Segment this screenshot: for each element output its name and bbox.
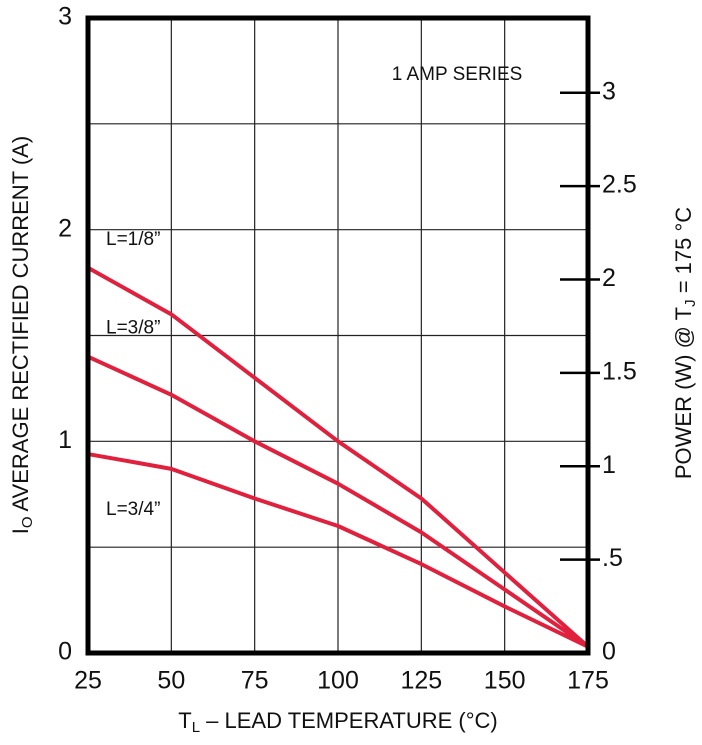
y-tick-label: 2 <box>58 214 72 242</box>
y-title-symbol: I <box>8 528 33 534</box>
x-tick-label: 25 <box>74 667 102 695</box>
y2-tick-label: 3 <box>602 77 616 105</box>
y2-tick-label: 2.5 <box>602 171 637 199</box>
y-tick-label: 3 <box>58 3 72 31</box>
plot-lines <box>87 266 590 649</box>
y2-title-text: = 175 °C <box>671 207 696 300</box>
y-title-text: AVERAGE RECTIFIED CURRENT (A) <box>8 136 33 517</box>
y2-tick-label: 1.5 <box>602 357 637 385</box>
annotation: 1 AMP SERIES <box>392 64 523 85</box>
series-line <box>87 452 589 649</box>
series-label: L=3/8” <box>106 318 160 339</box>
x-title-text: – LEAD TEMPERATURE (°C) <box>200 708 498 733</box>
x-tick-label: 75 <box>241 667 269 695</box>
y2-axis-title: POWER (W) @ TJ = 175 °C <box>671 207 699 479</box>
y-title-subscript: O <box>19 516 36 528</box>
y-axis-title: IO AVERAGE RECTIFIED CURRENT (A) <box>8 136 36 534</box>
series-line <box>87 354 590 649</box>
series-label: L=3/4” <box>106 499 160 520</box>
y2-tick-label: 1 <box>602 451 616 479</box>
plot-frame <box>85 15 591 656</box>
x-tick-label: 50 <box>157 667 185 695</box>
y-tick-label: 0 <box>58 638 72 666</box>
y-tick-label: 1 <box>58 426 72 454</box>
y2-title-subscript: J <box>682 299 699 307</box>
series-label: L=1/8” <box>106 229 160 250</box>
grid <box>87 17 589 654</box>
x-tick-label: 150 <box>484 667 526 695</box>
x-title-subscript: L <box>192 719 200 736</box>
x-axis-title: TL – LEAD TEMPERATURE (°C) <box>178 708 498 736</box>
x-tick-label: 100 <box>317 667 359 695</box>
x-tick-label: 125 <box>400 667 442 695</box>
y2-title-symbol: POWER (W) @ T <box>671 307 696 479</box>
series-line <box>87 266 590 649</box>
x-tick-label: 175 <box>567 667 609 695</box>
y2-tick-label: .5 <box>602 544 623 572</box>
y2-tick-label: 2 <box>602 264 616 292</box>
x-title-symbol: T <box>178 708 191 733</box>
y2-tick-label: 0 <box>602 638 616 666</box>
